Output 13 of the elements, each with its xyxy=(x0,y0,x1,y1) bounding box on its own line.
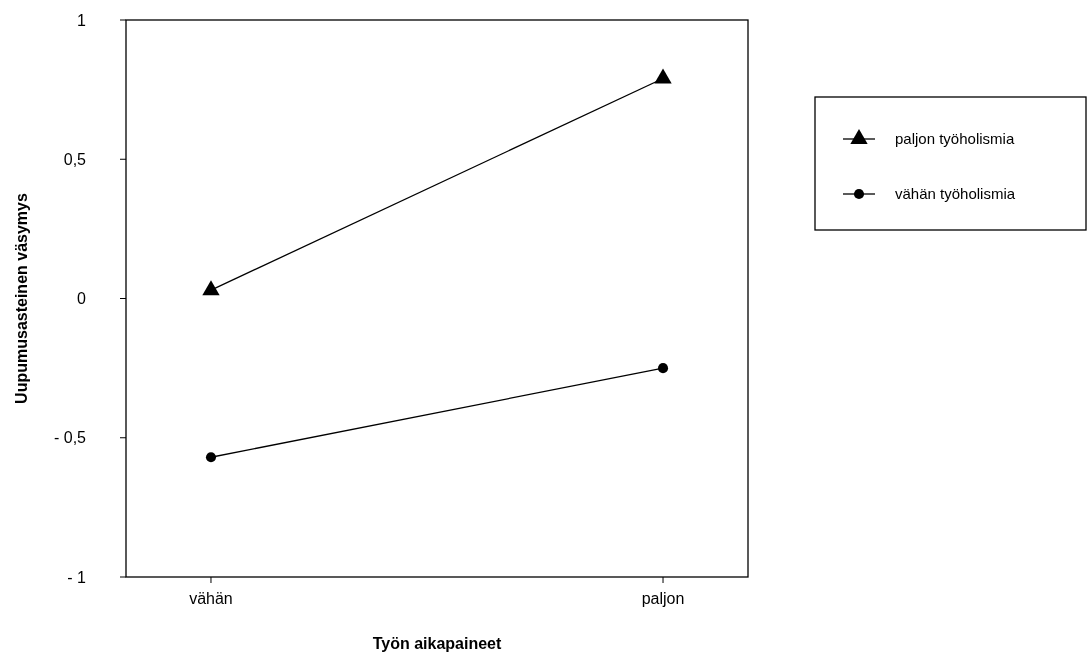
x-tick-label: vähän xyxy=(189,590,233,607)
x-tick-label: paljon xyxy=(641,590,685,607)
x-axis-title: Työn aikapaineet xyxy=(372,635,502,652)
y-axis-title: Uupumusasteinen väsymys xyxy=(13,193,30,404)
y-tick-label: 1 xyxy=(77,11,87,29)
point xyxy=(205,452,217,463)
legend-label: vähän työholismia xyxy=(895,185,1016,203)
y-tick-label: - 0,5 xyxy=(53,429,87,447)
y-tick-label: 0 xyxy=(77,290,87,308)
point xyxy=(657,363,669,374)
y-tick-label: 0,5 xyxy=(63,150,87,168)
legend-label: paljon työholismia xyxy=(895,130,1015,148)
y-tick-label: - 1 xyxy=(67,568,87,586)
